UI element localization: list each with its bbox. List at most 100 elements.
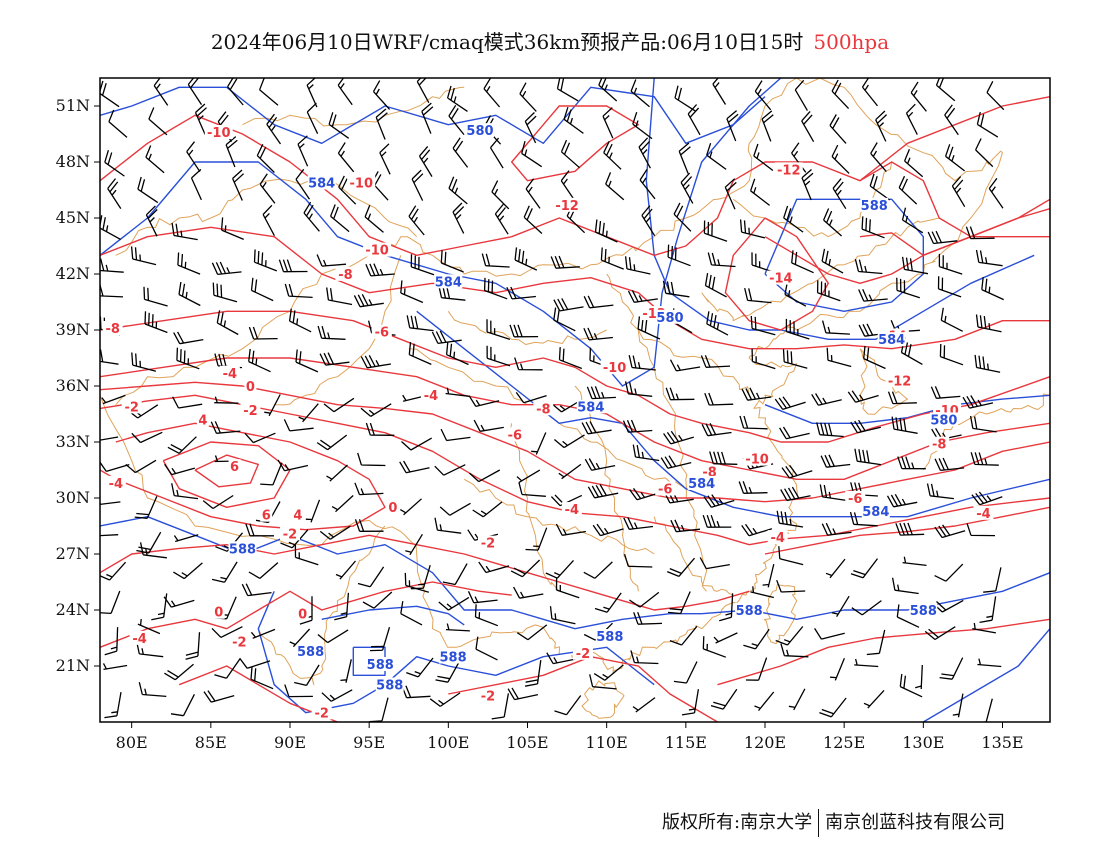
wind-barb — [598, 78, 618, 102]
height-contour — [321, 605, 465, 626]
wind-barb — [143, 286, 168, 307]
temperature-contour — [859, 198, 1050, 256]
wind-barb — [966, 523, 996, 537]
wind-barb — [227, 78, 244, 106]
temperature-label-bg — [572, 645, 593, 660]
wind-barb — [902, 556, 927, 567]
wind-barb — [137, 618, 161, 635]
temperature-label: -2 — [481, 690, 495, 705]
temperature-label: -6 — [508, 428, 522, 443]
wind-barb — [558, 463, 582, 480]
wind-barb — [241, 583, 272, 597]
wind-barb — [448, 176, 468, 205]
wind-barb — [969, 415, 997, 433]
wind-barb — [136, 531, 162, 554]
wind-barb — [905, 103, 918, 135]
wind-barb — [250, 277, 274, 302]
wind-barb — [316, 434, 348, 451]
temperature-label-bg — [291, 507, 304, 522]
wind-barb — [831, 79, 850, 110]
boundary-line — [701, 217, 940, 322]
temperature-label: 0 — [388, 501, 397, 516]
wind-barb — [850, 558, 879, 579]
wind-barb — [560, 139, 580, 169]
wind-barb — [167, 436, 197, 454]
wind-barb — [850, 419, 881, 434]
wind-barb — [337, 142, 355, 173]
wind-barb — [334, 592, 350, 621]
wind-barb — [779, 426, 810, 440]
wind-barb — [632, 111, 653, 140]
boundary-line — [763, 584, 798, 645]
wind-barb — [794, 79, 808, 111]
wind-barb — [515, 392, 547, 404]
temperature-label-bg — [561, 502, 582, 517]
height-label: 584 — [878, 333, 905, 348]
wind-barb — [303, 201, 320, 232]
wind-barb — [408, 205, 425, 236]
wind-barb — [317, 629, 349, 644]
wind-barb — [776, 579, 806, 593]
wind-barb — [214, 396, 239, 404]
wind-barb — [481, 253, 510, 268]
wind-barb — [278, 259, 308, 273]
wind-barb — [173, 534, 199, 543]
temperature-contour — [100, 422, 386, 531]
wind-barb — [434, 464, 466, 476]
height-label-bg — [466, 123, 494, 138]
wind-barb — [581, 421, 612, 435]
height-label: 588 — [910, 604, 937, 619]
wind-barb — [739, 415, 768, 430]
wind-barb — [216, 310, 239, 336]
wind-barb — [662, 280, 690, 298]
wind-barb — [831, 595, 850, 618]
wind-barb — [472, 501, 503, 518]
height-label-bg — [576, 399, 605, 414]
wind-barb — [258, 78, 279, 106]
temperature-label-bg — [204, 125, 233, 139]
wind-barb — [203, 690, 235, 703]
wind-barb — [364, 204, 384, 233]
wind-barb — [491, 180, 510, 210]
wind-barb — [305, 499, 321, 523]
wind-barb — [486, 345, 511, 367]
wind-barb — [816, 280, 841, 302]
wind-barb — [550, 255, 580, 269]
wind-barb — [354, 482, 384, 496]
wind-barb — [138, 682, 167, 698]
wind-barb — [584, 458, 616, 471]
wind-barb — [558, 347, 583, 370]
wind-barb — [211, 261, 242, 276]
wind-barb — [674, 85, 696, 112]
wind-barb — [244, 432, 276, 444]
wind-barb — [901, 207, 924, 234]
wind-barb — [372, 80, 391, 110]
wind-barb — [934, 524, 966, 539]
temperature-label-bg — [420, 388, 441, 403]
wind-barb — [699, 557, 730, 570]
plot-frame — [99, 77, 1051, 723]
wind-barb — [360, 403, 392, 417]
temperature-label-bg — [196, 412, 209, 427]
wind-barb — [801, 110, 815, 143]
temperature-label-bg — [212, 604, 225, 619]
wind-barb — [284, 283, 313, 299]
height-label-bg — [366, 657, 395, 671]
wind-barb — [131, 352, 157, 372]
wind-barb — [706, 142, 727, 170]
wind-barb — [754, 691, 775, 712]
wind-barb — [549, 606, 576, 625]
wind-barb — [295, 168, 311, 200]
height-label: 580 — [656, 311, 683, 326]
wind-barb — [788, 688, 806, 711]
wind-barb — [830, 657, 846, 681]
wind-barb — [365, 422, 395, 436]
wind-barb — [667, 591, 691, 615]
wind-barb — [896, 604, 920, 628]
wind-barb — [678, 142, 691, 174]
wind-barb — [245, 523, 274, 537]
lon-tick-label: 110E — [586, 733, 628, 752]
lat-tick-label: 51N — [56, 96, 90, 115]
lon-tick-label: 125E — [823, 733, 865, 752]
copyright-footer: 版权所有:南京大学 南京创蓝科技有限公司 — [662, 808, 1005, 837]
